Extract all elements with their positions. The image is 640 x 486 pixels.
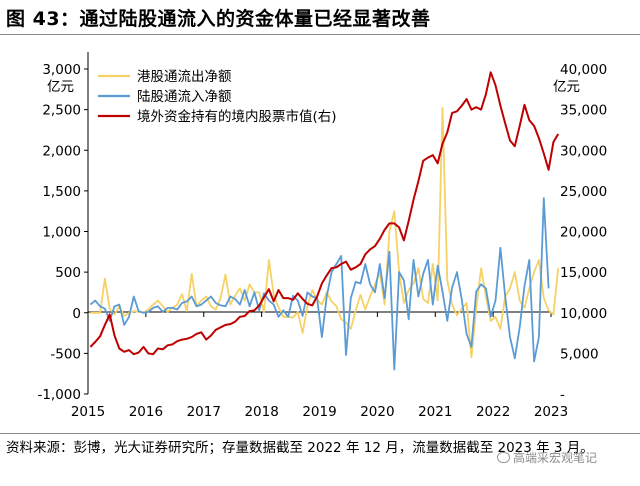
- left-tick-label: 2,500: [42, 103, 81, 119]
- series-line-holding: [89, 71, 560, 356]
- left-tick-label: 3,000: [42, 62, 81, 78]
- right-tick-label: 40,000: [560, 62, 607, 78]
- wechat-icon: [497, 452, 510, 463]
- legend-label-holding: 境外资金持有的境内股票市值(右): [137, 108, 337, 125]
- right-axis-ticks: 40,000 35,000 30,000 25,000 20,000 15,000 10,0…: [560, 62, 607, 403]
- right-tick-label: 20,000: [560, 225, 607, 241]
- title-divider: [0, 34, 640, 35]
- left-tick-label: 0: [72, 306, 81, 322]
- x-tick-label: 2017: [187, 404, 221, 420]
- left-unit-label: 亿元: [47, 79, 74, 95]
- right-tick-label: 25,000: [560, 184, 607, 200]
- right-tick-label: 35,000: [560, 103, 607, 119]
- left-axis-ticks: 3,000 2,500 2,000 1,500 1,000 500 0 -500 -1,000: [37, 62, 88, 403]
- watermark: 高端采宏观笔记: [497, 449, 597, 466]
- x-tick-label: 2021: [418, 404, 452, 420]
- series-line-southbound: [90, 107, 560, 359]
- x-tick-label: 2022: [476, 404, 510, 420]
- x-tick-label: 2018: [244, 404, 278, 420]
- right-tick-label: -: [560, 387, 565, 403]
- x-tick-label: 2023: [534, 404, 568, 420]
- x-tick-label: 2020: [360, 404, 394, 420]
- right-tick-label: 30,000: [560, 143, 607, 159]
- left-tick-label: -500: [50, 346, 81, 362]
- left-tick-label: -1,000: [37, 387, 81, 403]
- x-tick-label: 2016: [129, 404, 163, 420]
- x-axis-tick-labels: 2015 2016 2017 2018 2019 2020 2021 2022 2023: [71, 404, 568, 420]
- left-tick-label: 2,000: [42, 143, 81, 159]
- x-tick-label: 2015: [71, 404, 105, 420]
- legend-label-southbound: 港股通流出净额: [137, 69, 232, 85]
- series-line-northbound: [89, 197, 550, 371]
- left-tick-label: 1,500: [42, 184, 81, 200]
- chart: 3,0002,5002,0001,5001,0005000-500-1,000 …: [37, 52, 607, 420]
- series-lines: [89, 71, 560, 371]
- x-tick-label: 2019: [302, 404, 336, 420]
- watermark-text: 高端采宏观笔记: [513, 451, 598, 465]
- right-tick-label: 15,000: [560, 265, 607, 281]
- left-tick-label: 1,000: [42, 225, 81, 241]
- legend-label-northbound: 陆股通流入净额: [137, 89, 232, 105]
- left-tick-label: 500: [55, 265, 81, 281]
- right-unit-label: 亿元: [553, 79, 580, 95]
- footer-divider: [0, 433, 640, 434]
- source-note: 资料来源：彭博，光大证券研究所；存量数据截至 2022 年 12 月，流量数据截…: [6, 440, 594, 456]
- right-tick-label: 10,000: [560, 306, 607, 322]
- right-tick-label: 5,000: [560, 346, 599, 362]
- figure-title: 图 43：通过陆股通流入的资金体量已经显著改善: [6, 8, 431, 30]
